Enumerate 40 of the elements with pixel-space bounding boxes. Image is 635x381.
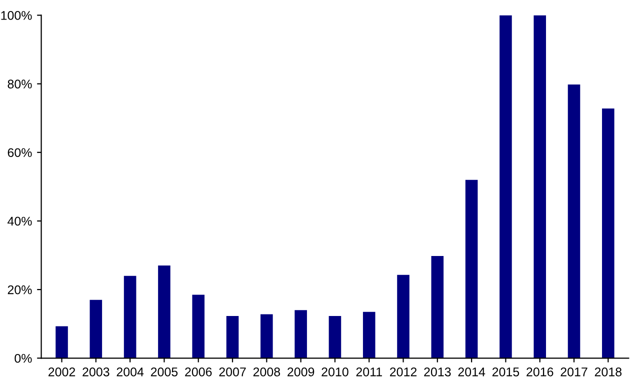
x-tick-label: 2010: [322, 368, 348, 376]
bar: [534, 15, 546, 358]
bar: [226, 316, 239, 358]
x-tick-label: 2013: [424, 368, 451, 376]
bar: [500, 15, 512, 358]
bar: [260, 314, 273, 358]
x-tick-label: 2009: [288, 368, 314, 376]
x-tick-label: 2012: [390, 368, 417, 376]
bar: [90, 300, 102, 358]
bar: [362, 312, 376, 358]
x-tick-label: 2008: [253, 368, 280, 376]
x-tick-label: 2014: [458, 368, 486, 376]
y-tick-label: 0%: [14, 354, 32, 363]
bar: [568, 84, 580, 358]
bar: [124, 276, 136, 358]
bar: [294, 310, 307, 358]
x-tick-label: 2004: [116, 368, 144, 376]
bar: [602, 108, 614, 358]
x-tick-label: 2005: [150, 368, 178, 376]
bar: [431, 256, 444, 358]
y-tick-label: 40%: [8, 216, 32, 226]
y-tick-label: 20%: [8, 285, 32, 294]
x-tick-label: 2015: [492, 368, 520, 376]
x-tick-label: 2007: [219, 368, 246, 376]
x-tick-label: 2018: [594, 368, 622, 376]
x-tick-label: 2011: [356, 368, 382, 376]
bar: [328, 316, 342, 358]
y-tick-label: 60%: [8, 148, 32, 158]
y-tick-label: 80%: [8, 80, 32, 88]
x-tick-label: 2003: [82, 368, 110, 376]
x-tick-label: 2006: [185, 368, 212, 376]
bar: [397, 274, 410, 358]
bar: [192, 294, 205, 358]
bar: [465, 180, 478, 358]
bar: [158, 266, 170, 358]
x-tick-label: 2017: [560, 368, 588, 376]
y-tick-label: 100%: [1, 11, 32, 20]
bar: [56, 326, 68, 358]
x-tick-label: 2016: [526, 368, 554, 376]
x-tick-label: 2002: [48, 368, 76, 376]
